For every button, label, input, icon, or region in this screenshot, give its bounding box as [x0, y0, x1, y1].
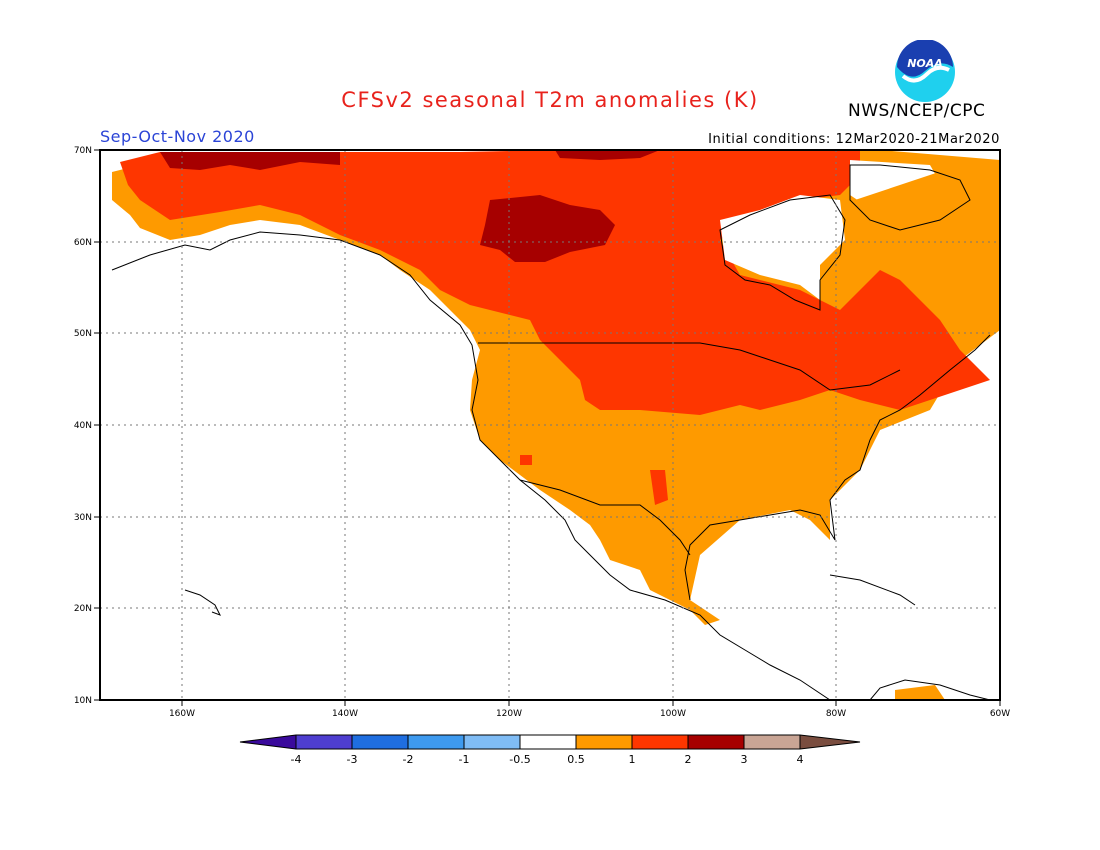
- lon-label-140w: 140W: [332, 709, 358, 719]
- legend-label-neg1: -1: [459, 753, 470, 766]
- legend-arrow-right: [800, 735, 860, 749]
- anomaly-region-darkred-arctic: [555, 150, 660, 160]
- anomaly-region-red: [120, 150, 990, 415]
- anomaly-region-red-nv: [520, 455, 532, 465]
- legend-label-neg2: -2: [403, 753, 414, 766]
- initial-conditions-label: Initial conditions: 12Mar2020-21Mar2020: [708, 132, 1000, 147]
- border-us-mexico: [519, 479, 691, 556]
- lat-label-50n: 50N: [74, 329, 92, 339]
- legend-label-1: 1: [629, 753, 636, 766]
- legend-label-neg4: -4: [291, 753, 302, 766]
- lat-label-40n: 40N: [74, 421, 92, 431]
- lat-label-60n: 60N: [74, 238, 92, 248]
- legend-swatch-5: [520, 735, 576, 749]
- svg-text:NOAA: NOAA: [907, 57, 943, 70]
- lon-label-80w: 80W: [826, 709, 846, 719]
- anomaly-region-orange-ne: [855, 165, 1000, 250]
- legend-label-05: 0.5: [567, 753, 585, 766]
- lat-label-70n: 70N: [74, 146, 92, 156]
- anomaly-region-red-utah: [650, 470, 668, 505]
- season-label: Sep-Oct-Nov 2020: [100, 127, 255, 146]
- legend-swatch-1: [296, 735, 352, 749]
- lon-label-100w: 100W: [660, 709, 686, 719]
- legend-swatch-4: [464, 735, 520, 749]
- coastline-hawaii: [184, 589, 222, 616]
- legend-swatch-7: [632, 735, 688, 749]
- legend-label-neg05: -0.5: [509, 753, 530, 766]
- legend-label-3: 3: [741, 753, 748, 766]
- lat-gridlines: [100, 241, 1000, 609]
- anomaly-gap-caribbean: [690, 560, 1000, 700]
- anomaly-region-darkred-north: [160, 152, 340, 170]
- legend-label-2: 2: [685, 753, 692, 766]
- noaa-logo-icon: NOAA: [895, 40, 955, 102]
- lon-label-160w: 160W: [169, 709, 195, 719]
- legend-arrow-left: [240, 735, 296, 749]
- legend-label-4: 4: [797, 753, 804, 766]
- coastline-south-america: [869, 679, 991, 700]
- lon-gridlines: [181, 150, 837, 700]
- lat-label-10n: 10N: [74, 696, 92, 706]
- legend-swatch-9: [744, 735, 800, 749]
- legend-label-neg3: -3: [347, 753, 358, 766]
- anomaly-region-orange-sa: [895, 685, 945, 700]
- coastline-cuba: [829, 574, 916, 606]
- lat-label-30n: 30N: [74, 513, 92, 523]
- border-us-canada: [478, 342, 901, 391]
- coastline-hudson-bay: [719, 194, 846, 311]
- legend-swatch-8: [688, 735, 744, 749]
- legend-swatch-3: [408, 735, 464, 749]
- lon-label-60w: 60W: [990, 709, 1010, 719]
- legend-swatch-6: [576, 735, 632, 749]
- coastline-greenland: [849, 164, 971, 231]
- lon-label-120w: 120W: [496, 709, 522, 719]
- map-title: CFSv2 seasonal T2m anomalies (K): [341, 88, 759, 112]
- coastline-gulf: [684, 334, 991, 601]
- anomaly-region-darkred-canada: [480, 195, 615, 262]
- coastline-north-america: [111, 231, 831, 700]
- agency-label: NWS/NCEP/CPC: [848, 101, 986, 121]
- legend-swatch-2: [352, 735, 408, 749]
- lat-label-20n: 20N: [74, 604, 92, 614]
- anomaly-gap-hudson: [720, 195, 845, 300]
